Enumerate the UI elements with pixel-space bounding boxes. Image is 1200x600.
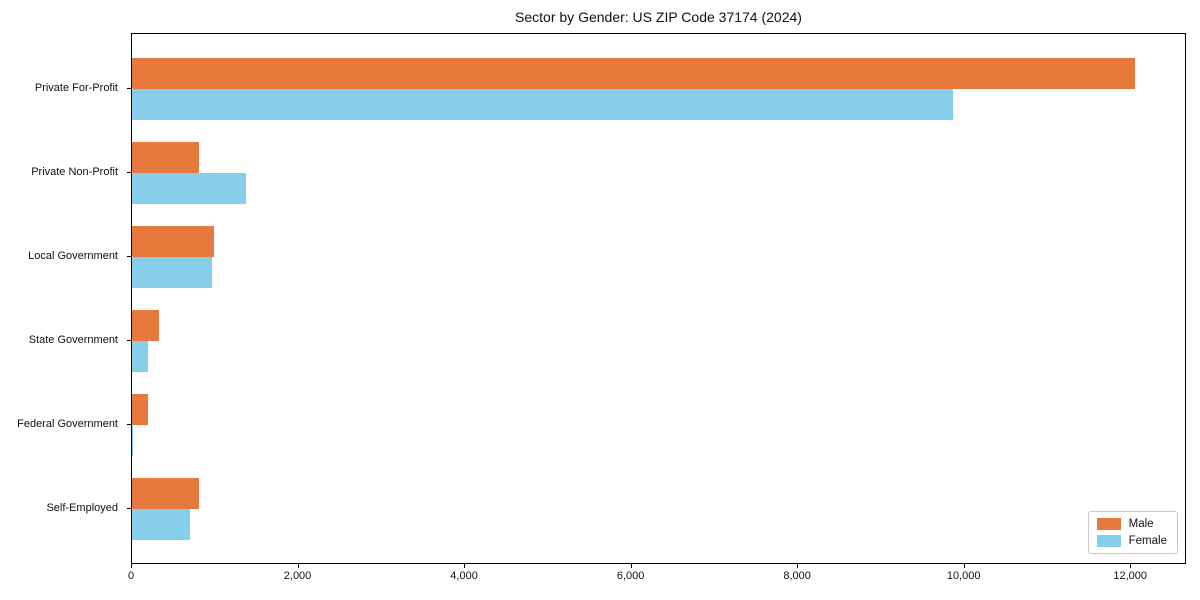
bar-female-5: [132, 425, 134, 456]
x-axis-tick: [797, 564, 799, 568]
y-axis-label: Private Non-Profit: [31, 166, 118, 178]
bar-female-2: [132, 173, 247, 204]
female-legend-swatch: [1096, 535, 1121, 547]
y-axis-tick: [127, 256, 131, 257]
legend-entry-female: Female: [1096, 535, 1167, 547]
bar-female-1: [132, 89, 954, 120]
bar-female-4: [132, 341, 148, 372]
y-axis-label: Local Government: [28, 250, 118, 262]
bar-male-5: [132, 394, 148, 425]
y-axis-label: State Government: [28, 334, 118, 346]
male-legend-label: Male: [1128, 518, 1154, 530]
x-axis-tick-label: 0: [127, 570, 135, 582]
y-axis-label: Self-Employed: [46, 502, 118, 514]
x-axis-tick-label: 8,000: [783, 570, 811, 582]
y-axis-label: Federal Government: [17, 418, 118, 430]
y-axis-tick: [127, 88, 131, 89]
x-axis-tick-label: 10,000: [946, 570, 981, 582]
legend-entry-male: Male: [1096, 518, 1167, 530]
x-axis-tick: [464, 564, 466, 568]
male-legend-swatch: [1096, 518, 1121, 530]
chart-title: Sector by Gender: US ZIP Code 37174 (202…: [515, 9, 802, 25]
y-axis-tick: [127, 172, 131, 173]
bar-female-6: [132, 509, 191, 540]
x-axis-tick-label: 4,000: [450, 570, 478, 582]
bar-male-6: [132, 478, 200, 509]
x-axis-tick-label: 6,000: [616, 570, 645, 582]
bar-male-1: [132, 58, 1136, 89]
plot-area: Male Female: [131, 33, 1186, 564]
x-axis-tick: [963, 564, 965, 568]
legend: Male Female: [1087, 511, 1178, 554]
female-legend-label: Female: [1128, 535, 1167, 547]
x-axis-tick: [1130, 564, 1132, 568]
x-axis-tick: [297, 564, 299, 568]
x-axis-tick-label: 12,000: [1113, 570, 1148, 582]
bar-male-3: [132, 226, 215, 257]
y-axis-tick: [127, 424, 131, 425]
x-axis-tick-label: 2,000: [283, 570, 312, 582]
x-axis-tick: [630, 564, 632, 568]
y-axis-tick: [127, 508, 131, 509]
y-axis-label: Private For-Profit: [34, 82, 118, 94]
bar-male-4: [132, 310, 160, 341]
y-axis-tick: [127, 340, 131, 341]
x-axis-tick: [131, 564, 132, 568]
bar-female-3: [132, 257, 212, 288]
bar-male-2: [132, 142, 199, 173]
